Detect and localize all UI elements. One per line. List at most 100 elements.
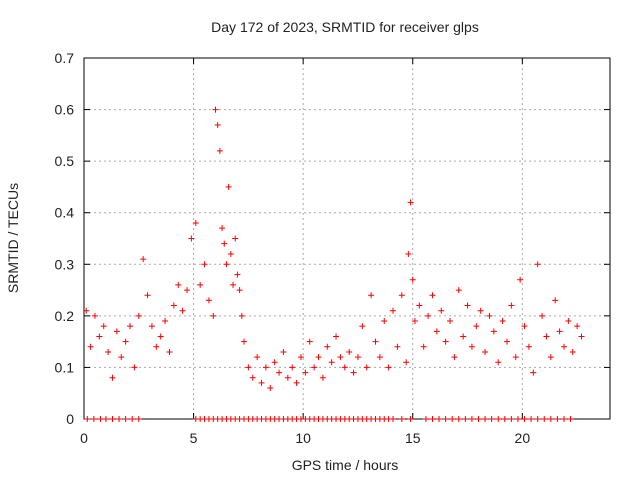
zero-data-point	[468, 416, 475, 422]
data-point	[385, 364, 392, 371]
data-point	[372, 338, 379, 345]
data-point	[83, 307, 90, 314]
data-point	[512, 354, 519, 361]
data-point	[184, 287, 191, 294]
data-point	[473, 323, 480, 330]
data-point	[569, 348, 576, 355]
data-point	[210, 312, 217, 319]
data-point	[127, 323, 134, 330]
data-point	[333, 333, 340, 340]
data-point	[179, 307, 186, 314]
zero-data-point	[122, 416, 129, 422]
zero-data-point	[521, 416, 528, 422]
x-tick-label: 5	[190, 430, 198, 446]
data-point	[503, 338, 510, 345]
data-point	[140, 256, 147, 263]
x-tick-label: 10	[295, 430, 311, 446]
zero-data-point	[90, 416, 97, 422]
data-point	[556, 328, 563, 335]
y-tick-label: 0.3	[55, 256, 75, 272]
data-point	[420, 343, 427, 350]
plot-frame	[83, 57, 611, 420]
data-point	[293, 379, 300, 386]
zero-data-point	[390, 416, 397, 422]
data-point	[232, 235, 239, 242]
data-point	[118, 354, 125, 361]
axis-ticks: 0 0.1 0.2 0.3 0.4 0.5 0.6 0.7 0 5 10 15 20	[55, 50, 610, 446]
data-point	[135, 312, 142, 319]
data-point	[350, 369, 357, 376]
zero-data-point	[429, 416, 436, 422]
data-point	[122, 338, 129, 345]
data-point	[212, 106, 219, 113]
data-point	[433, 328, 440, 335]
data-point	[574, 323, 581, 330]
data-point	[236, 287, 243, 294]
y-tick-label: 0.5	[55, 153, 75, 169]
x-tick-label: 15	[405, 430, 421, 446]
data-point	[341, 364, 348, 371]
data-point	[234, 271, 241, 278]
gridlines	[84, 58, 610, 419]
data-point	[214, 122, 221, 129]
data-point	[368, 292, 375, 299]
data-point	[547, 354, 554, 361]
data-point	[495, 359, 502, 366]
data-point	[543, 333, 550, 340]
data-point	[245, 364, 252, 371]
data-point	[442, 338, 449, 345]
zero-data-point	[462, 416, 469, 422]
data-point	[201, 261, 208, 268]
x-axis-label: GPS time / hours	[292, 457, 399, 473]
data-point	[394, 343, 401, 350]
data-point	[464, 302, 471, 309]
data-point	[560, 343, 567, 350]
zero-data-point	[109, 416, 116, 422]
data-point	[153, 343, 160, 350]
data-point	[359, 323, 366, 330]
data-point	[552, 297, 559, 304]
data-point	[315, 354, 322, 361]
zero-data-point	[455, 416, 462, 422]
data-point	[105, 348, 112, 355]
chart-title: Day 172 of 2023, SRMTID for receiver glp…	[211, 19, 479, 35]
data-point	[87, 343, 94, 350]
data-point	[451, 354, 458, 361]
zero-points	[84, 416, 574, 422]
data-point	[534, 261, 541, 268]
data-point	[284, 374, 291, 381]
zero-data-point	[567, 416, 574, 422]
zero-data-point	[129, 416, 136, 422]
zero-data-point	[135, 416, 142, 422]
zero-data-point	[541, 416, 548, 422]
zero-data-point	[97, 416, 104, 422]
data-point	[289, 364, 296, 371]
data-point	[525, 343, 532, 350]
data-point	[175, 281, 182, 288]
zero-data-point	[84, 416, 91, 422]
data-point	[280, 348, 287, 355]
zero-data-point	[482, 416, 489, 422]
data-point	[223, 261, 230, 268]
data-point	[249, 374, 256, 381]
data-point	[297, 354, 304, 361]
zero-data-point	[449, 416, 456, 422]
data-point	[381, 318, 388, 325]
data-point	[170, 302, 177, 309]
data-point	[477, 307, 484, 314]
data-point	[113, 328, 120, 335]
data-point	[429, 292, 436, 299]
data-point	[460, 333, 467, 340]
data-point	[425, 312, 432, 319]
zero-data-point	[102, 416, 109, 422]
data-point	[486, 312, 493, 319]
data-point	[517, 276, 524, 283]
zero-data-point	[501, 416, 508, 422]
zero-data-point	[488, 416, 495, 422]
data-point	[539, 312, 546, 319]
zero-data-point	[554, 416, 561, 422]
data-point	[578, 333, 585, 340]
data-point	[96, 333, 103, 340]
data-point	[411, 318, 418, 325]
